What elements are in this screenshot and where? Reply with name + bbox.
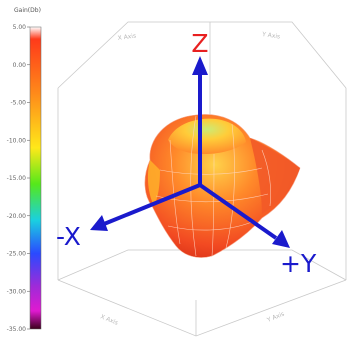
colorbar-tick-label: -30.00	[7, 288, 27, 295]
colorbar-tick-label: 0.00	[13, 62, 27, 69]
box-label-top-left: X Axis	[117, 32, 136, 42]
colorbar-tick-label: -5.00	[10, 100, 26, 107]
neg-x-axis-label: -X	[56, 222, 81, 251]
pos-y-axis-label: +Y	[280, 249, 317, 278]
colorbar-tick-label: 5.00	[13, 24, 27, 31]
neg-x-axis-arrowhead	[90, 215, 108, 231]
pattern-left-rim	[147, 160, 160, 206]
z-axis-arrowhead	[192, 56, 208, 75]
pattern-top-cap	[168, 118, 246, 154]
pattern-mesh-lines	[155, 115, 272, 257]
colorbar-tick-label: -25.00	[7, 251, 27, 258]
axis-labels: Z -X +Y	[56, 29, 317, 278]
box-label-bottom-right: Y Axis	[265, 311, 285, 325]
colorbar-ticks: 5.00 0.00 -5.00 -10.00 -15.00 -20.00 -25.00 -30…	[7, 24, 30, 333]
box-label-bottom-left: X Axis	[99, 313, 119, 326]
pos-y-axis-arrowhead	[272, 230, 290, 248]
colorbar-tick-label: -20.00	[7, 213, 27, 220]
neg-x-axis-arrow	[103, 183, 201, 226]
colorbar-title: Gain(Db)	[14, 7, 41, 14]
colorbar: Gain(Db) 5.00 0.00 -5.00 -10.00 -15.00 -20.00…	[7, 7, 42, 333]
z-axis-label: Z	[191, 29, 208, 58]
box-label-top-right: Y Axis	[261, 31, 281, 41]
coordinate-axes	[90, 56, 290, 248]
colorbar-tick-label: -35.00	[7, 326, 27, 333]
pattern-right-lobe	[250, 138, 300, 214]
pos-y-axis-arrow	[198, 183, 278, 240]
colorbar-tick-label: -10.00	[7, 137, 27, 144]
colorbar-tick-label: -15.00	[7, 175, 27, 182]
radiation-pattern-surface	[144, 114, 301, 258]
box-floor-front	[57, 279, 347, 337]
colorbar-strip	[29, 26, 42, 330]
